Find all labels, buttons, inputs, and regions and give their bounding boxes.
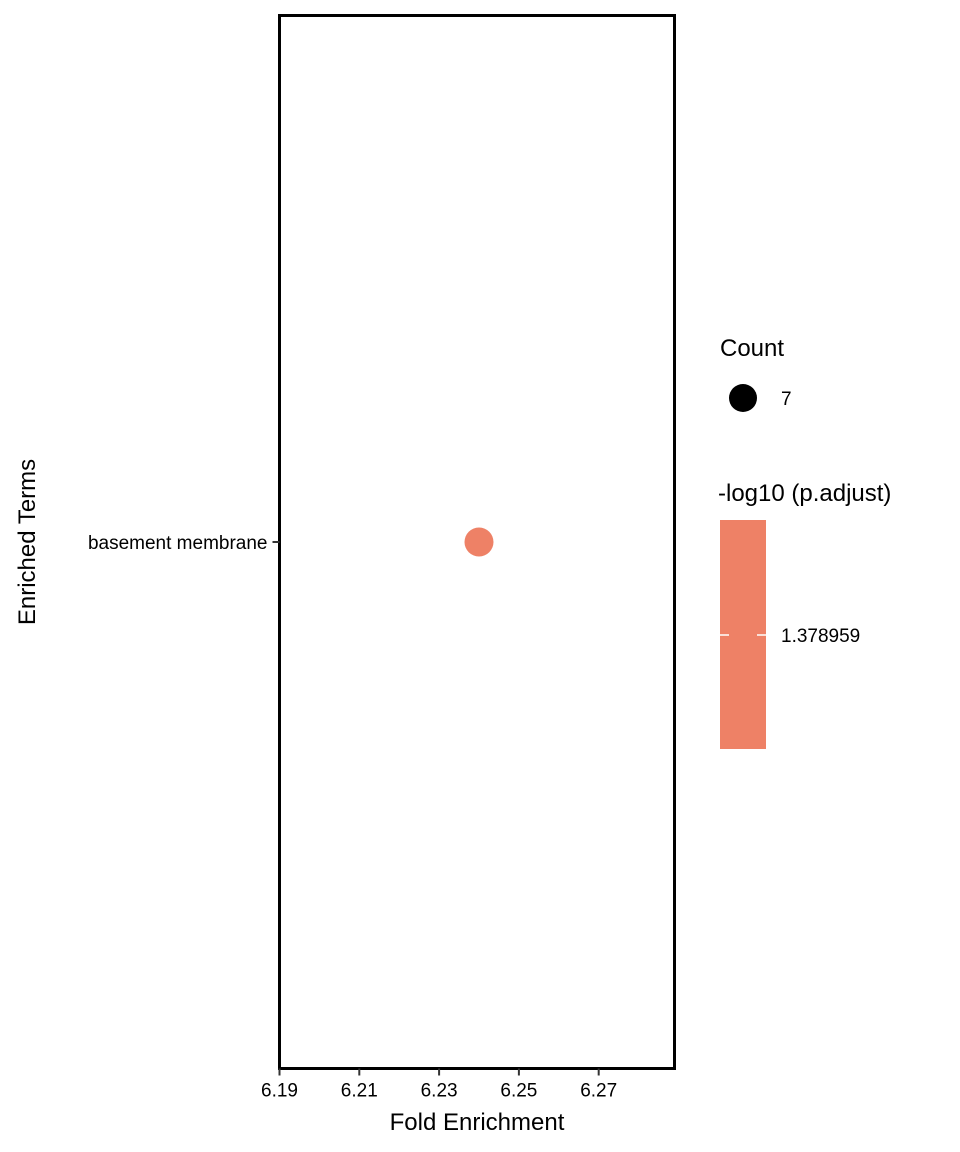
legend-count: Count 7 xyxy=(720,335,792,412)
y-tick-label: basement membrane xyxy=(88,533,268,554)
y-axis: basement membrane xyxy=(88,533,280,554)
x-tick-label: 6.25 xyxy=(500,1081,537,1102)
x-axis: 6.19 6.21 6.23 6.25 6.27 xyxy=(261,1068,617,1102)
legend-count-label: 7 xyxy=(781,389,792,410)
legend-colorbar-label: 1.378959 xyxy=(781,626,860,647)
data-point xyxy=(464,527,494,557)
x-tick-label: 6.27 xyxy=(580,1081,617,1102)
legend-padjust: -log10 (p.adjust) 1.378959 xyxy=(718,480,891,749)
y-axis-title: Enriched Terms xyxy=(14,459,41,625)
x-tick-label: 6.21 xyxy=(341,1081,378,1102)
data-points xyxy=(464,527,494,557)
x-axis-title: Fold Enrichment xyxy=(390,1109,565,1136)
x-tick-label: 6.23 xyxy=(421,1081,458,1102)
x-tick-label: 6.19 xyxy=(261,1081,298,1102)
legend-padjust-title: -log10 (p.adjust) xyxy=(718,480,891,507)
legend-count-title: Count xyxy=(720,335,784,362)
legend-count-key xyxy=(729,384,757,412)
